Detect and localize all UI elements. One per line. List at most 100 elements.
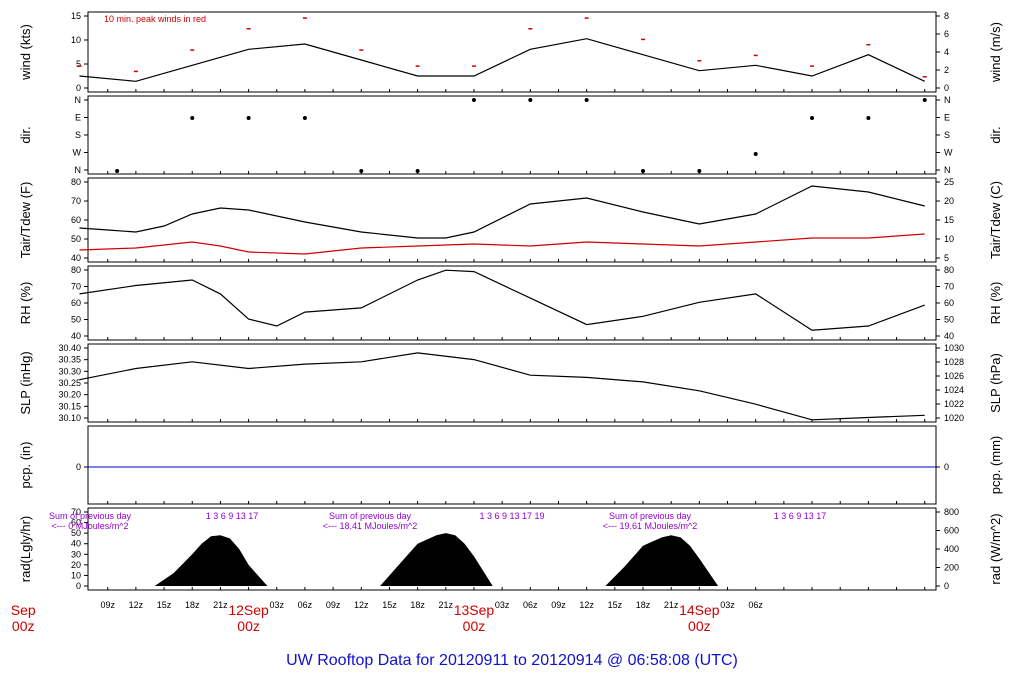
ytick-label-right-wind: 6 (944, 29, 949, 39)
ylabel-left-dir: dir. (18, 126, 33, 143)
ytick-label-left-rh: 80 (71, 265, 81, 275)
ytick-label-right-dir: E (944, 113, 950, 123)
peak-wind-mark (641, 38, 646, 41)
wind-dir-point (584, 98, 589, 102)
ytick-label-right-slp: 1030 (944, 343, 964, 353)
ytick-label-left-slp: 30.25 (58, 378, 81, 388)
ylabel-left-rad: rad(Lgly/hr) (18, 516, 33, 582)
ylabel-right-pcp: pcp. (mm) (988, 436, 1003, 495)
ytick-label-left-wind: 10 (71, 35, 81, 45)
ytick-label-right-rad: 0 (944, 581, 949, 591)
air-temp-line (79, 185, 925, 239)
radiation-area-day-3 (605, 535, 719, 586)
day-label-date: 14Sep (679, 602, 720, 618)
ytick-label-left-dir: N (75, 165, 82, 175)
ytick-label-left-temp: 60 (71, 215, 81, 225)
wind-dir-point (190, 116, 195, 120)
ytick-label-left-slp: 30.10 (58, 413, 81, 423)
ytick-label-left-dir: W (73, 148, 82, 158)
xtick-label: 09z (551, 600, 566, 610)
wind-dir-point (359, 169, 364, 173)
ytick-label-right-rh: 70 (944, 282, 954, 292)
panel-frame-temp (87, 177, 937, 263)
peak-wind-mark (190, 49, 195, 51)
peak-wind-mark (753, 54, 758, 57)
xtick-label: 03z (495, 600, 510, 610)
day-label-hour: 00z (463, 618, 486, 634)
peak-wind-mark (133, 70, 138, 73)
ytick-label-right-wind: 8 (944, 11, 949, 21)
wind-dir-point (302, 116, 307, 120)
rad-note-sum: <--- 19.61 MJoules/m^2 (603, 521, 698, 531)
ylabel-right-rad: rad (W/m^2) (988, 513, 1003, 584)
ytick-label-right-dir: N (944, 165, 951, 175)
ytick-label-left-rad: 50 (71, 528, 81, 538)
ytick-label-left-slp: 30.30 (58, 366, 81, 376)
day-label-hour: 00z (688, 618, 711, 634)
ytick-label-left-temp: 50 (71, 234, 81, 244)
ytick-label-left-slp: 30.40 (58, 343, 81, 353)
ytick-label-right-temp: 15 (944, 215, 954, 225)
panel-frame-pcp (87, 425, 937, 505)
peak-wind-mark (471, 65, 476, 67)
ytick-label-left-rad: 70 (71, 507, 81, 517)
slp-line (79, 352, 925, 421)
rad-note-title: Sum of previous day (49, 511, 132, 521)
wind-dir-point (753, 152, 758, 156)
peak-wind-mark (866, 44, 871, 46)
day-label-hour: 00z (237, 618, 260, 634)
day-label-date: 12Sep (228, 602, 269, 618)
panel-frame-dir (87, 95, 937, 175)
ytick-label-right-dir: W (944, 148, 953, 158)
rad-note-hours: 1 3 6 9 13 17 (206, 511, 259, 521)
ytick-label-right-rad: 400 (944, 544, 959, 554)
rad-note-sum: <--- 18.41 MJoules/m^2 (323, 521, 418, 531)
ytick-label-left-temp: 40 (71, 253, 81, 263)
ylabel-right-temp: Tair/Tdew (C) (988, 181, 1003, 259)
ytick-label-right-slp: 1020 (944, 413, 964, 423)
day-label-date: 13Sep (454, 602, 495, 618)
rad-note-title: Sum of previous day (609, 511, 692, 521)
ytick-label-left-rad: 10 (71, 570, 81, 580)
ytick-label-left-dir: S (75, 130, 81, 140)
day-label-hour: 00z (12, 618, 35, 634)
ytick-label-left-temp: 70 (71, 196, 81, 206)
peak-wind-mark (584, 17, 589, 19)
ytick-label-left-rh: 60 (71, 298, 81, 308)
ylabel-right-wind: wind (m/s) (988, 22, 1003, 83)
xtick-label: 18z (185, 600, 200, 610)
ytick-label-left-wind: 0 (76, 83, 81, 93)
ytick-label-right-pcp: 0 (944, 462, 949, 472)
xtick-label: 18z (636, 600, 651, 610)
xtick-label: 06z (523, 600, 538, 610)
ytick-label-right-slp: 1022 (944, 399, 964, 409)
ytick-label-left-rh: 40 (71, 331, 81, 341)
peak-wind-mark (246, 28, 251, 30)
xtick-label: 12z (354, 600, 369, 610)
radiation-area-day-1 (154, 535, 268, 586)
ytick-label-right-temp: 10 (944, 234, 954, 244)
ytick-label-left-dir: N (75, 95, 82, 105)
xtick-label: 03z (269, 600, 284, 610)
rh-line (79, 269, 925, 331)
ytick-label-left-wind: 15 (71, 11, 81, 21)
rad-note-title: Sum of previous day (329, 511, 412, 521)
peak-wind-mark (359, 49, 364, 51)
ylabel-left-rh: RH (%) (18, 282, 33, 325)
radiation-area-day-2 (380, 533, 493, 586)
wind-dir-point (697, 169, 702, 173)
dewpoint-line (79, 233, 925, 255)
xtick-label: 03z (720, 600, 735, 610)
peak-wind-mark (415, 65, 420, 67)
ytick-label-right-temp: 20 (944, 196, 954, 206)
ytick-label-left-wind: 5 (76, 59, 81, 69)
xtick-label: 21z (664, 600, 679, 610)
ytick-label-right-dir: S (944, 130, 950, 140)
ytick-label-right-rh: 40 (944, 331, 954, 341)
wind-dir-point (641, 169, 646, 173)
ytick-label-left-slp: 30.15 (58, 401, 81, 411)
wind-speed-line (79, 38, 925, 82)
ytick-label-right-wind: 4 (944, 47, 949, 57)
xtick-label: 06z (748, 600, 763, 610)
rad-note-hours: 1 3 6 9 13 17 19 (479, 511, 544, 521)
